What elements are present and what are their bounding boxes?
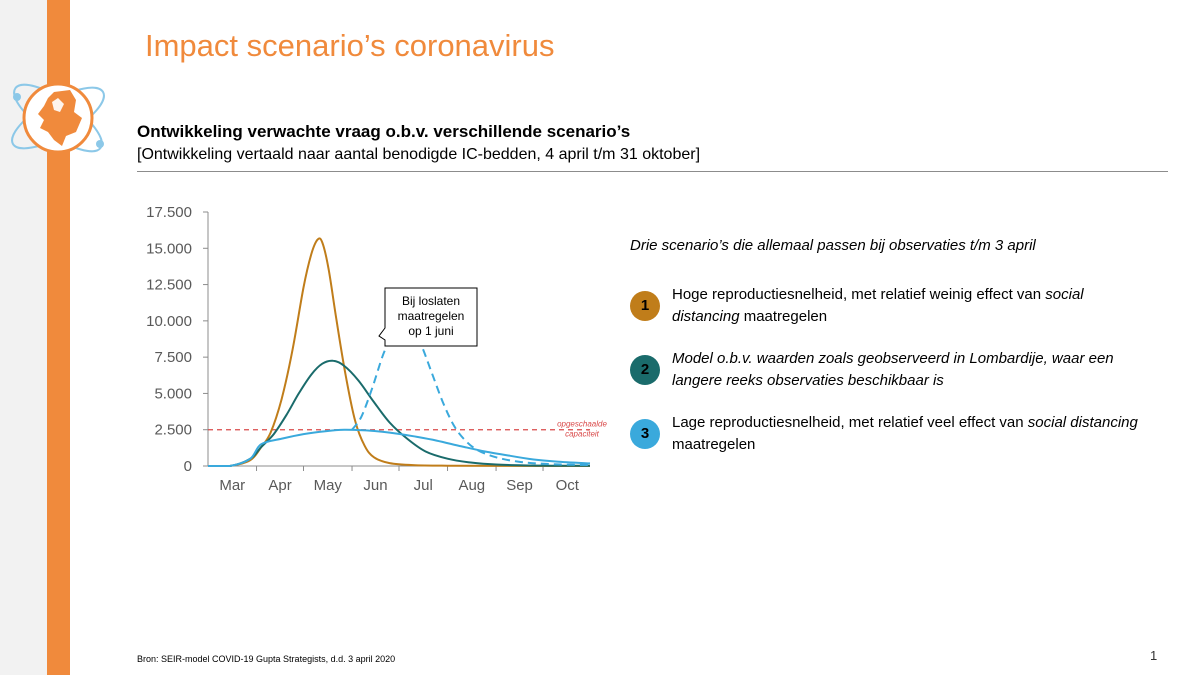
x-tick-label: Jul [414,477,433,494]
capacity-label: opgeschaalde [557,420,607,429]
callout-box [378,287,478,347]
chart-subtitle: Ontwikkeling verwachte vraag o.b.v. vers… [137,122,631,141]
callout: Bij loslaten maatregelen op 1 juni [378,287,478,347]
scenarios-heading: Drie scenario’s die allemaal passen bij … [630,237,1036,254]
chart-description: [Ontwikkeling vertaald naar aantal benod… [137,146,701,163]
ic-bed-demand-line-chart: 17.500 15.000 12.500 10.000 7.500 5.000 2.500 0… [146,204,607,494]
y-tick-label: 0 [184,458,192,475]
accent-bar [47,0,70,675]
series-line-2 [208,359,591,467]
x-tick-label: Mar [219,477,245,494]
slide-title: Impact scenario’s coronavirus [145,28,555,63]
x-tick-label: Jun [363,477,387,494]
source-note: Bron: SEIR-model COVID-19 Gupta Strategi… [137,654,396,664]
scenario-badge-1: 1 [630,291,660,321]
x-tick-label: Oct [556,477,580,494]
callout-text-line1: Bij loslaten [402,294,460,308]
callout-text-line2: maatregelen [398,309,465,323]
scenario-text-3: Lage reproductiesnelheid, met relatief v… [672,414,1138,453]
y-tick-label: 2.500 [154,422,192,439]
scenario-text-2: Model o.b.v. waarden zoals geobserveerd … [672,350,1114,389]
scenario-text-1: Hoge reproductiesnelheid, met relatief w… [672,286,1084,325]
y-axis: 17.500 15.000 12.500 10.000 7.500 5.000 2.500 0 [146,204,209,475]
y-tick-label: 17.500 [146,204,192,221]
x-tick-label: Sep [506,477,533,494]
callout-text-line3: op 1 juni [408,324,453,338]
page-number: 1 [1150,648,1158,663]
y-tick-label: 15.000 [146,240,192,257]
y-tick-label: 12.500 [146,277,192,294]
x-tick-label: Aug [458,477,485,494]
series-line-4 [351,321,591,467]
divider-line [137,171,1168,172]
scenario-badge-2: 2 [630,355,660,385]
y-tick-label: 7.500 [154,349,192,366]
scenario-badge-3: 3 [630,419,660,449]
series-line-3 [208,428,591,467]
x-tick-label: May [314,477,343,494]
series-line-1 [208,237,591,467]
x-tick-label: Apr [268,477,291,494]
x-axis: Mar Apr May Jun Jul Aug Sep Oct [208,465,590,494]
y-tick-label: 5.000 [154,385,192,402]
netherlands-atom-logo-icon [11,82,105,154]
y-tick-label: 10.000 [146,313,192,330]
capacity-label: capaciteit [565,430,600,439]
series-lines [208,237,591,467]
